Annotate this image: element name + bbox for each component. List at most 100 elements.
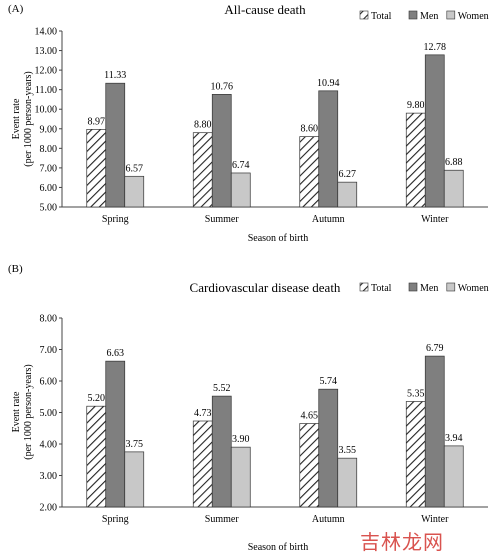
data-label-total-spring: 8.97: [88, 116, 106, 127]
y-tick-label: 12.00: [35, 66, 58, 77]
x-tick-label-summer: Summer: [205, 514, 240, 525]
data-label-women-autumn: 6.27: [339, 169, 357, 180]
data-label-women-summer: 3.90: [232, 434, 250, 445]
panel-label: (B): [8, 263, 23, 275]
legend-label-total: Total: [371, 283, 392, 294]
y-axis-title: Event rate (per 1000 person-years): [11, 364, 34, 460]
data-label-total-autumn: 4.65: [301, 411, 319, 422]
data-label-men-autumn: 10.94: [317, 78, 340, 89]
bar-women-spring: [124, 451, 145, 508]
data-label-men-summer: 5.52: [213, 383, 231, 394]
bar-total-autumn: [299, 136, 320, 208]
bar-women-autumn: [337, 181, 358, 208]
data-label-women-spring: 3.75: [126, 439, 144, 450]
bar-total-summer: [192, 420, 213, 508]
data-label-total-summer: 4.73: [194, 408, 212, 419]
legend-swatch-men: [408, 282, 418, 292]
data-label-men-autumn: 5.74: [320, 376, 338, 387]
legend-label-total: Total: [371, 11, 392, 22]
x-tick-label-spring: Spring: [102, 514, 129, 525]
legend: Total Men Women: [359, 282, 489, 294]
data-label-women-winter: 6.88: [445, 157, 463, 168]
bar-women-summer: [230, 172, 251, 208]
bar-men-summer: [211, 395, 232, 508]
x-tick-label-summer: Summer: [205, 214, 240, 225]
panel-label: (A): [8, 3, 24, 15]
legend-label-men: Men: [420, 11, 438, 22]
bar-total-winter: [405, 112, 426, 208]
legend-swatch-women: [446, 10, 456, 20]
x-axis-title: Season of birth: [248, 233, 309, 244]
bar-men-spring: [105, 360, 126, 508]
y-axis-title-line2: (per 1000 person-years): [23, 364, 34, 460]
y-axis-title-line2: (per 1000 person-years): [23, 71, 34, 167]
data-label-total-summer: 8.80: [194, 120, 212, 131]
y-axis-title: Event rate (per 1000 person-years): [11, 71, 34, 167]
y-tick-label: 7.00: [40, 163, 58, 174]
data-label-women-autumn: 3.55: [339, 445, 357, 456]
y-tick-label: 5.00: [40, 203, 58, 214]
y-tick-label: 7.00: [40, 345, 58, 356]
y-tick-label: 6.00: [40, 183, 58, 194]
bar-total-winter: [405, 401, 426, 508]
bar-total-spring: [86, 129, 107, 208]
y-axis-title-line1: Event rate: [11, 391, 22, 432]
legend: Total Men Women: [359, 10, 489, 22]
legend-label-women: Women: [458, 283, 489, 294]
bar-women-autumn: [337, 457, 358, 508]
y-tick-label: 2.00: [40, 503, 58, 514]
data-label-men-spring: 6.63: [107, 348, 125, 359]
y-tick-label: 11.00: [35, 85, 57, 96]
y-tick-label: 3.00: [40, 471, 58, 482]
bar-men-autumn: [318, 388, 339, 508]
legend-swatch-women: [446, 282, 456, 292]
y-tick-label: 6.00: [40, 377, 58, 388]
x-tick-label-spring: Spring: [102, 214, 129, 225]
bar-men-autumn: [318, 90, 339, 208]
y-axis-title-line1: Event rate: [11, 98, 22, 139]
data-label-women-winter: 3.94: [445, 433, 463, 444]
legend-swatch-men: [408, 10, 418, 20]
y-tick-label: 9.00: [40, 124, 58, 135]
y-tick-label: 14.00: [35, 27, 58, 38]
bar-total-autumn: [299, 423, 320, 508]
bar-total-spring: [86, 405, 107, 508]
data-label-total-autumn: 8.60: [301, 124, 319, 135]
chart-title: All-cause death: [224, 2, 306, 17]
bar-women-winter: [443, 445, 464, 508]
data-label-total-spring: 5.20: [88, 393, 106, 404]
x-tick-label-winter: Winter: [421, 514, 449, 525]
data-label-men-winter: 12.78: [424, 42, 447, 53]
bar-women-winter: [443, 169, 464, 208]
bar-women-spring: [124, 175, 145, 208]
legend-label-women: Women: [458, 11, 489, 22]
data-label-total-winter: 9.80: [407, 100, 425, 111]
legend-label-men: Men: [420, 283, 438, 294]
bar-men-summer: [211, 94, 232, 208]
y-tick-label: 10.00: [35, 105, 58, 116]
x-tick-label-autumn: Autumn: [312, 214, 345, 225]
x-tick-label-autumn: Autumn: [312, 514, 345, 525]
bar-men-spring: [105, 82, 126, 208]
y-tick-label: 4.00: [40, 440, 58, 451]
bar-men-winter: [424, 54, 445, 208]
y-tick-label: 5.00: [40, 408, 58, 419]
bar-men-winter: [424, 355, 445, 508]
data-label-women-summer: 6.74: [232, 160, 250, 171]
legend-swatch-total: [359, 10, 369, 20]
data-label-women-spring: 6.57: [126, 163, 144, 174]
watermark-text: 吉林龙网: [360, 530, 444, 554]
chart-panel-b: (B) Cardiovascular disease death Total Men W…: [8, 263, 489, 553]
legend-swatch-total: [359, 282, 369, 292]
x-axis-title: Season of birth: [248, 542, 309, 553]
y-tick-label: 8.00: [40, 144, 58, 155]
chart-title: Cardiovascular disease death: [190, 280, 341, 295]
x-tick-label-winter: Winter: [421, 214, 449, 225]
data-label-men-spring: 11.33: [104, 70, 126, 81]
chart-panel-a: (A) All-cause death Total Men Women 5.00 6.00 7…: [8, 2, 489, 244]
y-tick-label: 8.00: [40, 314, 58, 325]
data-label-total-winter: 5.35: [407, 388, 425, 399]
bar-women-summer: [230, 446, 251, 508]
data-label-men-summer: 10.76: [211, 81, 234, 92]
bar-total-summer: [192, 132, 213, 208]
